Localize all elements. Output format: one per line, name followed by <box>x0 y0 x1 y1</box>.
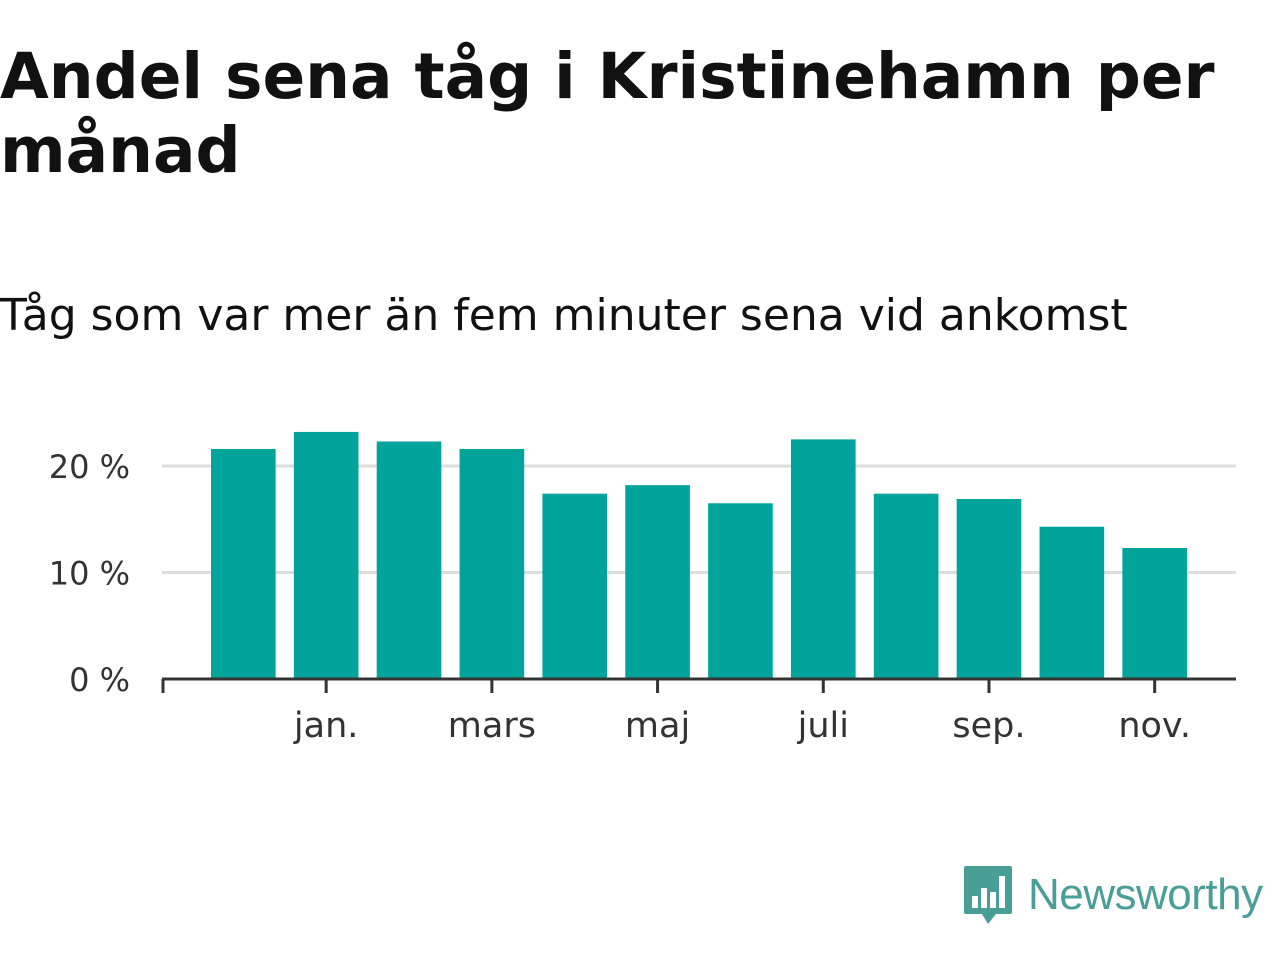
chart-title: Andel sena tåg i Kristinehamn per månad <box>0 40 1215 187</box>
bar-chart: 0 % 10 % 20 % jan. mars maj juli sep. nov. <box>49 431 1236 746</box>
x-tick-label: sep. <box>952 706 1025 746</box>
x-tick-label: jan. <box>293 706 358 746</box>
bar-sep. <box>956 499 1022 679</box>
y-tick-label: 10 % <box>49 555 130 593</box>
bar-maj <box>625 485 690 679</box>
chart-subtitle: Tåg som var mer än fem minuter sena vid … <box>0 290 1128 341</box>
bar-aug. <box>873 493 939 679</box>
newsworthy-logo-icon <box>964 866 1012 924</box>
bars <box>211 431 1187 679</box>
bar-dec. <box>211 448 276 679</box>
bar-nov. <box>1122 548 1187 679</box>
bar-feb. <box>376 441 442 679</box>
newsworthy-logo: Newsworthy <box>962 862 1263 928</box>
bar-jan. <box>293 431 359 679</box>
y-tick-label: 20 % <box>49 448 130 486</box>
bar-apr. <box>542 493 608 679</box>
bar-mars <box>459 448 525 679</box>
bar-juli <box>790 439 856 679</box>
axes <box>161 677 1236 693</box>
x-tick-label: juli <box>797 706 849 746</box>
newsworthy-logo-text: Newsworthy <box>1028 870 1263 919</box>
x-tick-label: nov. <box>1118 706 1191 746</box>
bar-okt. <box>1039 526 1105 679</box>
x-tick-label: maj <box>625 706 690 746</box>
x-tick-label: mars <box>448 706 536 746</box>
bar-juni <box>708 503 773 679</box>
tick-labels: 0 % 10 % 20 % jan. mars maj juli sep. nov. <box>49 448 1191 746</box>
y-tick-label: 0 % <box>69 661 130 699</box>
